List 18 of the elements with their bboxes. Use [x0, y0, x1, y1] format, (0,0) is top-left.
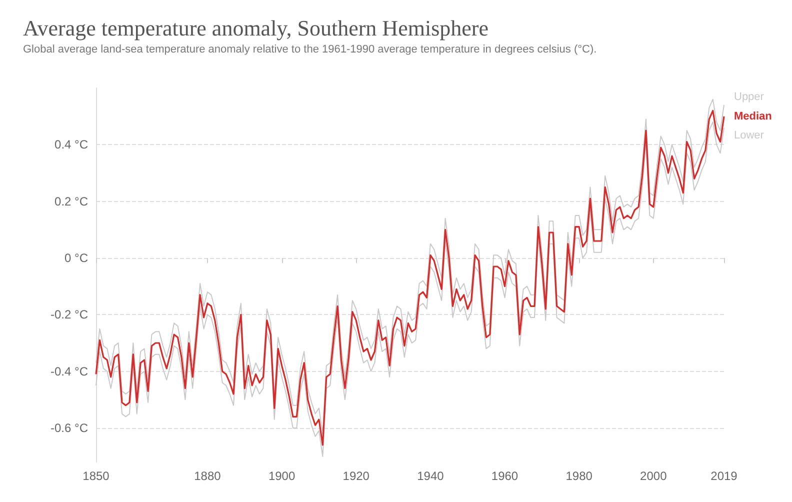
y-tick-label: -0.2 °C — [50, 308, 88, 322]
x-tick-label: 1850 — [82, 469, 110, 483]
x-tick-label: 1940 — [417, 469, 444, 483]
x-tick-label: 1900 — [268, 469, 296, 483]
x-tick-label: 1980 — [566, 469, 593, 483]
x-tick-label: 1960 — [491, 469, 518, 483]
y-tick-label: 0.2 °C — [54, 194, 88, 208]
x-tick-label: 2000 — [640, 469, 668, 483]
x-tick-label: 1880 — [194, 469, 222, 483]
x-tick-label: 1920 — [342, 469, 370, 483]
y-tick-label: -0.4 °C — [50, 364, 88, 378]
x-tick-label: 2019 — [710, 469, 738, 483]
chart-subtitle: Global average land-sea temperature anomaly relative to the 1961-1990 average temperature in degrees celsius (°C). — [23, 44, 597, 56]
y-tick-label: 0.4 °C — [54, 138, 88, 152]
series-label: Median — [734, 110, 772, 122]
y-tick-label: -0.6 °C — [50, 421, 88, 435]
y-tick-label: 0 °C — [64, 251, 88, 265]
chart-title: Average temperature anomaly, Southern Hemisphere — [23, 16, 488, 40]
